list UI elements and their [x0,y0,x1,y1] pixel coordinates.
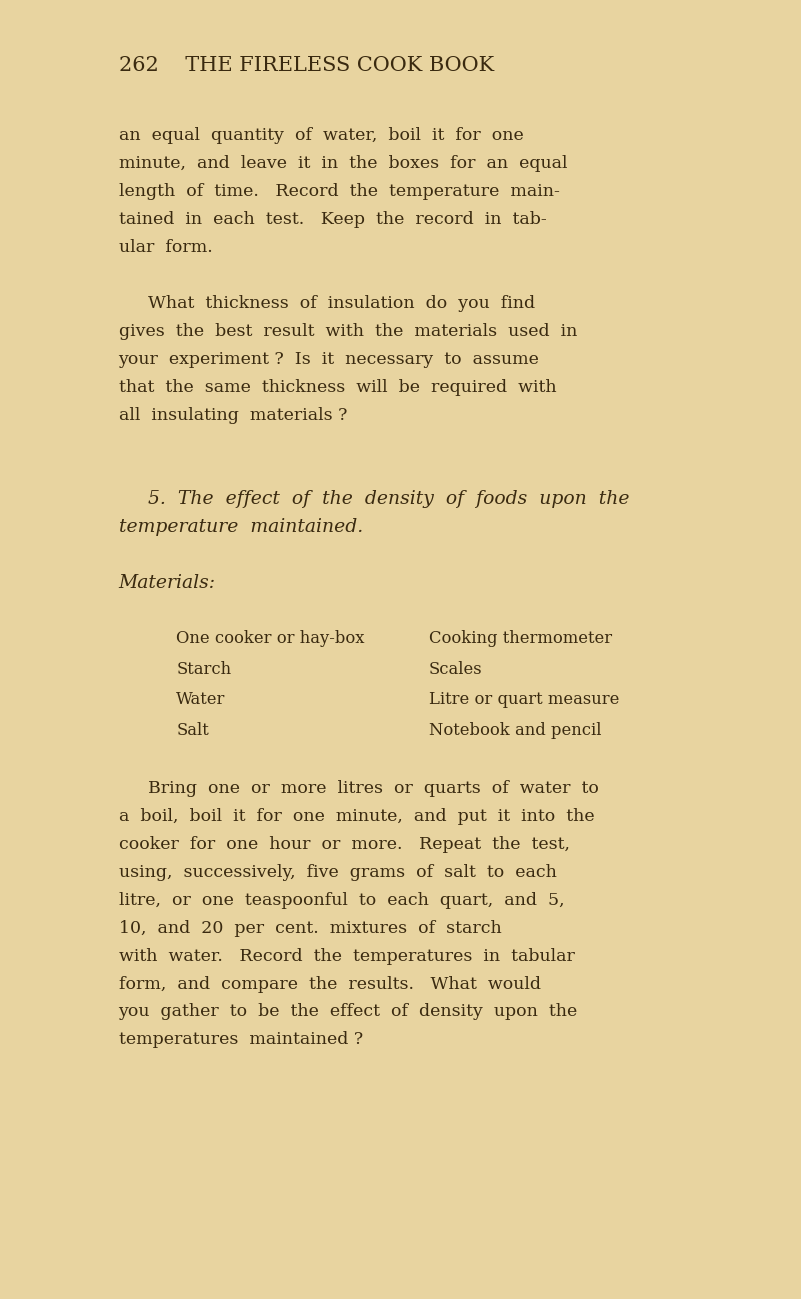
Text: all  insulating  materials ?: all insulating materials ? [119,407,347,423]
Text: tained  in  each  test.   Keep  the  record  in  tab-: tained in each test. Keep the record in … [119,210,546,229]
Text: temperature  maintained.: temperature maintained. [119,518,363,536]
Text: Salt: Salt [176,721,209,739]
Text: Water: Water [176,691,226,708]
Text: length  of  time.   Record  the  temperature  main-: length of time. Record the temperature m… [119,183,559,200]
Text: minute,  and  leave  it  in  the  boxes  for  an  equal: minute, and leave it in the boxes for an… [119,155,567,173]
Text: you  gather  to  be  the  effect  of  density  upon  the: you gather to be the effect of density u… [119,1003,578,1021]
Text: Materials:: Materials: [119,574,215,592]
Text: an  equal  quantity  of  water,  boil  it  for  one: an equal quantity of water, boil it for … [119,127,523,144]
Text: Bring  one  or  more  litres  or  quarts  of  water  to: Bring one or more litres or quarts of wa… [148,779,599,798]
Text: your  experiment ?  Is  it  necessary  to  assume: your experiment ? Is it necessary to ass… [119,351,539,368]
Text: that  the  same  thickness  will  be  required  with: that the same thickness will be required… [119,378,556,396]
Text: using,  successively,  five  grams  of  salt  to  each: using, successively, five grams of salt … [119,864,557,881]
Text: Starch: Starch [176,660,231,678]
Text: with  water.   Record  the  temperatures  in  tabular: with water. Record the temperatures in t… [119,947,574,965]
Text: Notebook and pencil: Notebook and pencil [429,721,601,739]
Text: 262    THE FIRELESS COOK BOOK: 262 THE FIRELESS COOK BOOK [119,56,493,75]
Text: temperatures  maintained ?: temperatures maintained ? [119,1031,363,1048]
Text: 10,  and  20  per  cent.  mixtures  of  starch: 10, and 20 per cent. mixtures of starch [119,920,501,937]
Text: What  thickness  of  insulation  do  you  find: What thickness of insulation do you find [148,295,535,312]
Text: Cooking thermometer: Cooking thermometer [429,630,612,647]
Text: a  boil,  boil  it  for  one  minute,  and  put  it  into  the: a boil, boil it for one minute, and put … [119,808,594,825]
Text: Litre or quart measure: Litre or quart measure [429,691,619,708]
Text: ular  form.: ular form. [119,239,212,256]
Text: 5.  The  effect  of  the  density  of  foods  upon  the: 5. The effect of the density of foods up… [148,490,630,508]
Text: One cooker or hay-box: One cooker or hay-box [176,630,364,647]
Text: litre,  or  one  teaspoonful  to  each  quart,  and  5,: litre, or one teaspoonful to each quart,… [119,891,564,909]
Text: Scales: Scales [429,660,482,678]
Text: cooker  for  one  hour  or  more.   Repeat  the  test,: cooker for one hour or more. Repeat the … [119,835,570,853]
Text: form,  and  compare  the  results.   What  would: form, and compare the results. What woul… [119,976,541,992]
Text: gives  the  best  result  with  the  materials  used  in: gives the best result with the materials… [119,322,577,340]
